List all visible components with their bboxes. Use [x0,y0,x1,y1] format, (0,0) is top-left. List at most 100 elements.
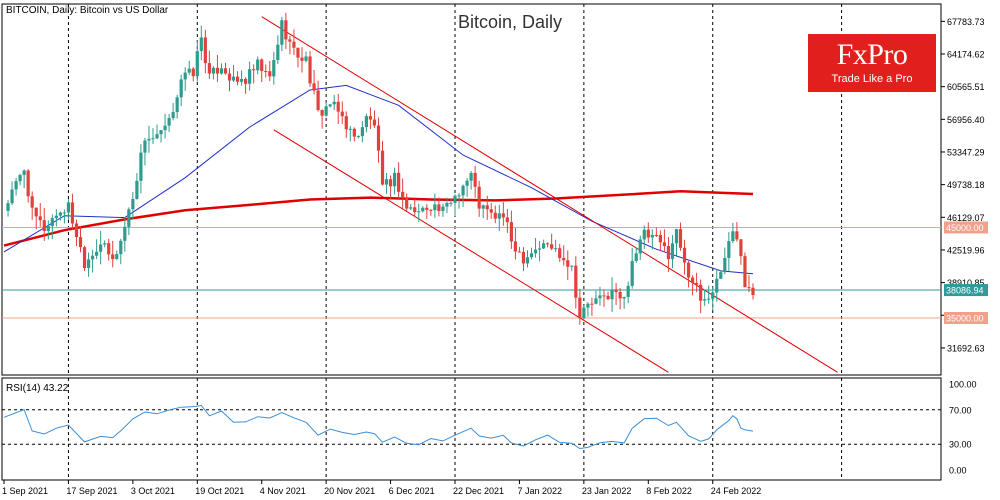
candle-up [131,198,135,210]
candle-up [445,203,449,207]
candle-up [719,272,723,279]
candle-up [348,128,352,130]
price-tick-label: 38910.85 [947,278,985,288]
candle-down [107,243,111,255]
candle-up [481,205,485,209]
candle-up [674,229,679,244]
candle-down [380,150,385,185]
candle-down [658,235,662,243]
price-tick-label: 42519.96 [947,245,985,255]
axis-labels: 67783.73 64174.62 60565.51 56956.40 53347.29… [2,17,988,496]
current-price-tag [944,284,988,297]
rsi-tick-label: 70.00 [949,405,972,415]
candle-down [244,78,248,84]
candle-up [231,76,236,81]
candle-up [356,136,360,138]
candle-up [360,127,364,137]
candle-up [163,125,167,131]
candle-down [284,20,288,40]
candle-down [292,41,296,48]
candle-up [147,138,151,141]
date-tick-label: 24 Feb 2022 [711,486,762,496]
candle-up [54,215,58,219]
candle-up [542,243,546,249]
rsi-tick-label: 100.00 [949,380,977,390]
candle-up [46,226,50,231]
candle-up [99,244,103,252]
date-tick-label: 17 Sep 2021 [66,486,117,496]
date-tick-label: 7 Jan 2022 [517,486,562,496]
candle-up [18,174,22,182]
candle-up [634,253,638,262]
channel-upper-line [261,16,838,373]
candle-up [433,204,437,211]
rsi-tick-label: 0.00 [949,466,967,476]
candle-up [187,68,191,73]
candle-down [606,295,610,300]
candle-up [280,20,284,45]
candle-down [699,284,703,301]
candle-down [227,73,232,81]
candle-up [10,189,14,204]
candle-up [453,195,457,203]
candle-down [425,207,429,210]
horizontal-levels [2,227,941,319]
level-price-tag [944,311,988,324]
candle-down [546,243,550,245]
candle-up [239,78,244,82]
chart-title: Bitcoin, Daily [458,12,562,32]
candle-up [119,240,123,255]
candle-up [14,181,18,190]
candle-up [598,295,602,299]
candle-up [175,97,179,113]
candle-up [449,202,453,204]
candle-up [103,243,107,245]
candle-down [751,287,755,296]
candle-down [566,260,570,267]
candle-down [235,76,240,82]
candle-down [207,63,211,74]
price-tick-label: 46129.07 [947,213,985,223]
candle-up [461,185,465,196]
candle-up [703,299,707,301]
candle-down [590,303,594,305]
channel-lower-line [273,129,669,373]
candle-down [550,244,554,249]
candle-up [139,152,143,181]
candle-up [167,117,171,126]
candle-up [469,172,473,181]
candle-up [332,101,336,105]
candle-down [578,297,582,319]
candle-up [155,134,159,139]
candlesticks [6,12,755,325]
candle-up [179,79,183,98]
candle-down [477,186,481,209]
candle-up [622,296,626,299]
candle-down [739,239,743,257]
rsi-label: RSI(14) 43.22 [6,383,69,394]
candle-down [505,217,509,223]
candle-up [642,229,646,240]
date-tick-label: 8 Feb 2022 [646,486,692,496]
candle-down [397,172,401,192]
candle-down [747,287,751,289]
candle-down [501,213,505,218]
candle-up [554,248,558,250]
candle-down [388,179,393,187]
candle-up [650,234,654,238]
candle-down [70,202,75,224]
candle-down [562,257,566,261]
candle-down [30,196,34,208]
candle-down [191,68,195,77]
candle-up [199,37,203,52]
date-tick-label: 1 Sep 2021 [2,486,48,496]
candle-down [513,241,518,252]
candle-up [570,265,574,267]
candle-up [364,116,369,128]
price-tick-label: 49738.18 [947,180,985,190]
candle-up [594,298,598,304]
candle-up [211,67,215,74]
candle-up [630,261,634,286]
candle-down [268,71,272,77]
